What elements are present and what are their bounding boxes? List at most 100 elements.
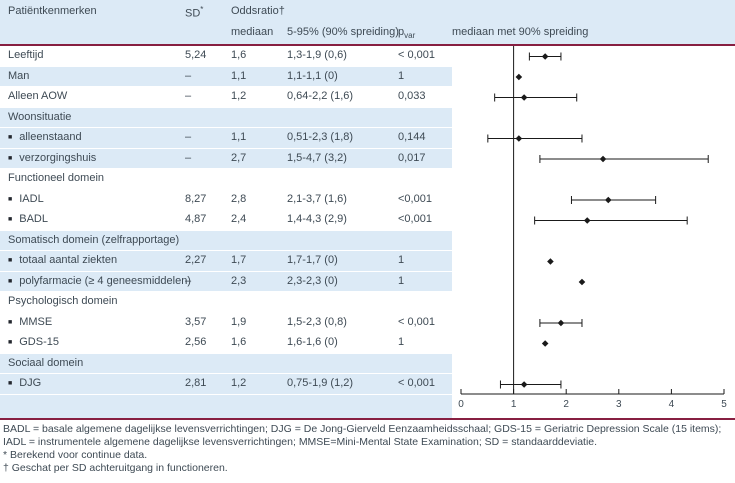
table-section-row: Somatisch domein (zelfrapportage) bbox=[0, 230, 452, 251]
column-header-pvalue: pvar bbox=[398, 26, 416, 41]
forest-row-totaal-aantal-ziekten bbox=[547, 258, 554, 265]
forest-row-iadl bbox=[570, 196, 657, 204]
table-data-row: ■ DJG 2,81 1,2 0,75-1,9 (1,2) < 0,001 bbox=[0, 374, 452, 395]
table-data-row: Man – 1,1 1,1-1,1 (0) 1 bbox=[0, 66, 452, 87]
row-label: ■ IADL bbox=[8, 192, 44, 205]
cell-ci: 1,6-1,6 (0) bbox=[287, 336, 338, 348]
footnote-dagger: † Geschat per SD achteruitgang in functi… bbox=[3, 462, 228, 474]
row-label: Leeftijd bbox=[8, 49, 44, 61]
cell-pvalue: 0,144 bbox=[398, 131, 426, 143]
cell-ci: 1,5-4,7 (3,2) bbox=[287, 151, 347, 164]
bullet-square-icon: ■ bbox=[8, 257, 13, 264]
cell-median: 1,9 bbox=[231, 315, 247, 328]
cell-ci: 1,1-1,1 (0) bbox=[287, 69, 338, 82]
cell-pvalue: 1 bbox=[398, 69, 405, 82]
column-header-ci: 5-95% (90% spreiding) bbox=[287, 26, 399, 38]
table-data-row: ■ totaal aantal ziekten 2,27 1,7 1,7-1,7 (0)… bbox=[0, 251, 452, 272]
cell-ci: 1,5-2,3 (0,8) bbox=[287, 315, 347, 328]
row-label: ■ DJG bbox=[8, 377, 42, 389]
sd-footnote-marker: * bbox=[200, 5, 204, 14]
forest-row-alleenstaand bbox=[487, 134, 583, 143]
table-section-row: Functioneel domein bbox=[0, 169, 452, 190]
median-diamond bbox=[557, 319, 565, 327]
table-section-row: Sociaal domein bbox=[0, 353, 452, 374]
forest-row-alleen-aow bbox=[494, 93, 578, 102]
median-diamond bbox=[515, 135, 523, 142]
row-label: ■ totaal aantal ziekten bbox=[8, 254, 118, 266]
x-tick-label: 0 bbox=[458, 399, 464, 410]
cell-pvalue: 1 bbox=[398, 274, 405, 287]
cell-median: 2,4 bbox=[231, 213, 247, 225]
row-label: Alleen AOW bbox=[8, 90, 68, 102]
forest-row-djg bbox=[499, 380, 562, 389]
table-data-row: Alleen AOW – 1,2 0,64-2,2 (1,6) 0,033 bbox=[0, 87, 452, 108]
row-label: Man bbox=[8, 69, 30, 82]
x-tick-label: 5 bbox=[721, 399, 727, 410]
cell-sd: – bbox=[185, 131, 192, 143]
table-data-row: ■ polyfarmacie (≥ 4 geneesmiddelen) – 2,3 2,… bbox=[0, 271, 452, 292]
table-section-row: Psychologisch domein bbox=[0, 292, 452, 313]
cell-median: 1,6 bbox=[231, 49, 247, 61]
forest-row-mmse bbox=[539, 319, 583, 327]
forest-row-man bbox=[515, 73, 523, 81]
cell-median: 1,2 bbox=[231, 90, 247, 102]
bullet-square-icon: ■ bbox=[8, 277, 13, 285]
bullet-square-icon: ■ bbox=[8, 134, 13, 141]
cell-ci: 2,3-2,3 (0) bbox=[287, 274, 338, 287]
table-data-row: Leeftijd 5,24 1,6 1,3-1,9 (0,6) < 0,001 bbox=[0, 46, 452, 67]
footnotes: BADL = basale algemene dagelijkse levens… bbox=[3, 423, 733, 475]
table-header: Patiëntkenmerken SD* Oddsratio† mediaan … bbox=[0, 0, 735, 44]
median-diamond bbox=[599, 155, 607, 163]
row-label: Functioneel domein bbox=[8, 172, 105, 184]
cell-sd: 2,56 bbox=[185, 336, 207, 348]
top-rule bbox=[0, 44, 735, 46]
table-data-row: ■ MMSE 3,57 1,9 1,5-2,3 (0,8) < 0,001 bbox=[0, 312, 452, 333]
column-header-patient: Patiëntkenmerken bbox=[8, 5, 97, 17]
bullet-square-icon: ■ bbox=[8, 154, 13, 162]
cell-sd: 3,57 bbox=[185, 315, 207, 328]
table-data-row: ■ alleenstaand – 1,1 0,51-2,3 (1,8) 0,144 bbox=[0, 128, 452, 149]
x-tick-label: 4 bbox=[669, 399, 675, 410]
cell-pvalue: 0,017 bbox=[398, 151, 426, 164]
cell-median: 1,2 bbox=[231, 377, 247, 389]
cell-ci: 0,51-2,3 (1,8) bbox=[287, 131, 354, 143]
row-label: Woonsituatie bbox=[8, 110, 72, 123]
p-subscript: var bbox=[404, 31, 416, 41]
column-header-sd: SD* bbox=[185, 5, 204, 20]
x-tick-label: 1 bbox=[511, 399, 517, 410]
cell-ci: 1,3-1,9 (0,6) bbox=[287, 49, 347, 61]
table-body: Leeftijd 5,24 1,6 1,3-1,9 (0,6) < 0,001 Man – 1… bbox=[0, 46, 452, 418]
cell-pvalue: < 0,001 bbox=[398, 377, 436, 389]
column-header-forest-plot: mediaan met 90% spreiding bbox=[452, 26, 589, 38]
cell-median: 1,1 bbox=[231, 69, 247, 82]
forest-plot: 0 1 2 3 4 5 bbox=[458, 46, 727, 410]
cell-pvalue: < 0,001 bbox=[398, 49, 436, 61]
cell-sd: – bbox=[185, 90, 192, 102]
bottom-rule bbox=[0, 418, 735, 420]
bullet-square-icon: ■ bbox=[8, 380, 13, 387]
row-label: ■ BADL bbox=[8, 213, 48, 225]
cell-pvalue: < 0,001 bbox=[398, 315, 436, 328]
cell-median: 2,3 bbox=[231, 274, 247, 287]
x-tick-label: 3 bbox=[616, 399, 622, 410]
median-diamond bbox=[520, 381, 528, 388]
bullet-square-icon: ■ bbox=[8, 339, 13, 346]
cell-ci: 1,4-4,3 (2,9) bbox=[287, 213, 347, 225]
x-tick-label: 2 bbox=[563, 399, 569, 410]
median-diamond bbox=[541, 340, 549, 347]
row-label: Psychologisch domein bbox=[8, 295, 118, 307]
row-label: ■ MMSE bbox=[8, 315, 53, 328]
cell-median: 2,8 bbox=[231, 192, 247, 205]
cell-median: 1,6 bbox=[231, 336, 247, 348]
cell-pvalue: 1 bbox=[398, 254, 405, 266]
row-label: ■ GDS-15 bbox=[8, 336, 59, 348]
cell-median: 2,7 bbox=[231, 151, 247, 164]
forest-row-polyfarmacie-4-geneesmiddelen- bbox=[578, 278, 586, 286]
abbreviation-note: BADL = basale algemene dagelijkse levens… bbox=[3, 423, 722, 448]
row-label: Sociaal domein bbox=[8, 356, 84, 369]
row-label: ■ verzorgingshuis bbox=[8, 151, 97, 164]
forest-row-badl bbox=[534, 216, 688, 225]
cell-sd: – bbox=[185, 274, 192, 287]
cell-ci: 0,64-2,2 (1,6) bbox=[287, 90, 354, 102]
